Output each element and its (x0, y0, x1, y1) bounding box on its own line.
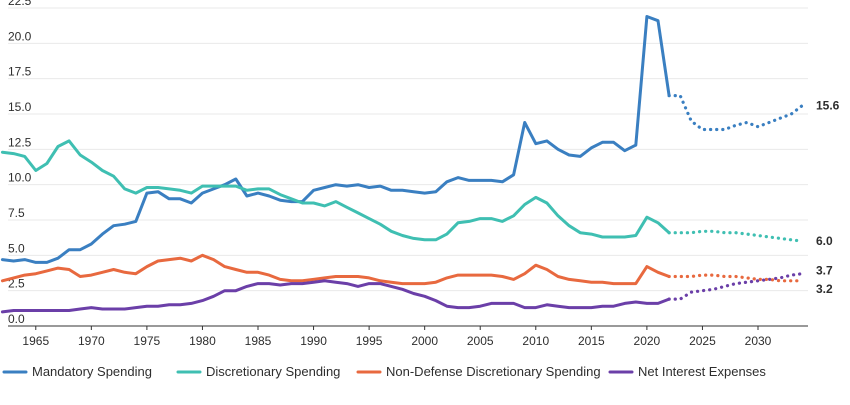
x-tick-label: 1980 (189, 334, 216, 348)
x-tick-label: 2015 (578, 334, 605, 348)
end-labels: 15.6 6.0 3.2 3.7 (816, 99, 840, 296)
legend-label: Discretionary Spending (206, 364, 340, 379)
y-tick-label: 15.0 (8, 100, 32, 114)
y-tick-label: 17.5 (8, 65, 32, 79)
series-forecast-line-3 (667, 273, 805, 283)
y-tick-label: 12.5 (8, 135, 32, 149)
x-tick-label: 2030 (745, 334, 772, 348)
series-line-2 (0, 139, 671, 242)
series-line-3 (0, 253, 671, 286)
y-tick-label: 5.0 (8, 241, 25, 255)
series-line-1 (0, 15, 671, 264)
series-lines (0, 15, 805, 314)
x-tick-label: 1990 (300, 334, 327, 348)
end-value-label: 15.6 (816, 99, 840, 113)
x-tick-label: 2000 (411, 334, 438, 348)
series-forecast-line-4 (667, 272, 805, 301)
x-tick-label: 1965 (22, 334, 49, 348)
x-tick-label: 1975 (134, 334, 161, 348)
x-tick-label: 1995 (356, 334, 383, 348)
y-tick-label: 2.5 (8, 277, 25, 291)
series-line-4 (0, 279, 671, 314)
end-value-label: 6.0 (816, 234, 833, 248)
legend-label: Mandatory Spending (32, 364, 152, 379)
y-tick-label: 7.5 (8, 206, 25, 220)
legend-label: Net Interest Expenses (638, 364, 766, 379)
axes: 0.0 2.5 5.0 7.5 10.0 12.5 15.0 17.5 20.0 22.5 1965… (8, 0, 808, 348)
end-value-label: 3.7 (816, 264, 833, 278)
x-tick-label: 2010 (522, 334, 549, 348)
y-tick-label: 20.0 (8, 29, 32, 43)
y-tick-label: 10.0 (8, 171, 32, 185)
x-tick-label: 1970 (78, 334, 105, 348)
x-tick-label: 2025 (689, 334, 716, 348)
x-tick-label: 2020 (634, 334, 661, 348)
series-forecast-line-1 (667, 93, 805, 132)
x-tick-label: 1985 (245, 334, 272, 348)
x-tick-label: 2005 (467, 334, 494, 348)
end-value-label: 3.2 (816, 282, 833, 296)
legend-label: Non-Defense Discretionary Spending (386, 364, 601, 379)
grid (8, 7, 808, 292)
y-tick-label: 22.5 (8, 0, 32, 8)
legend: Mandatory Spending Discretionary Spending… (2, 364, 766, 379)
series-forecast-line-2 (667, 229, 805, 243)
y-tick-label: 0.0 (8, 312, 25, 326)
